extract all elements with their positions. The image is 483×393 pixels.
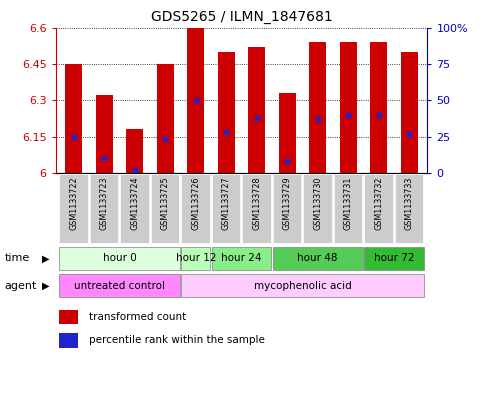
Bar	[218, 52, 235, 173]
Text: GSM1133725: GSM1133725	[161, 176, 170, 230]
FancyBboxPatch shape	[181, 274, 424, 298]
FancyBboxPatch shape	[120, 174, 149, 243]
Text: GSM1133727: GSM1133727	[222, 176, 231, 230]
Text: ▶: ▶	[42, 281, 50, 291]
FancyBboxPatch shape	[59, 274, 180, 298]
Bar	[157, 64, 174, 173]
FancyBboxPatch shape	[272, 247, 363, 270]
FancyBboxPatch shape	[212, 247, 271, 270]
Text: hour 48: hour 48	[298, 253, 338, 263]
FancyBboxPatch shape	[272, 174, 301, 243]
Text: transformed count: transformed count	[89, 312, 186, 322]
FancyBboxPatch shape	[364, 247, 424, 270]
Text: GSM1133729: GSM1133729	[283, 176, 292, 230]
Text: ▶: ▶	[42, 253, 50, 263]
Bar	[96, 95, 113, 173]
Bar	[66, 64, 82, 173]
FancyBboxPatch shape	[151, 174, 179, 243]
Bar	[309, 42, 326, 173]
FancyBboxPatch shape	[59, 247, 180, 270]
Text: GSM1133733: GSM1133733	[405, 176, 413, 230]
Bar	[187, 28, 204, 173]
FancyBboxPatch shape	[59, 174, 88, 243]
Text: GSM1133724: GSM1133724	[130, 176, 139, 230]
Text: GSM1133731: GSM1133731	[344, 176, 353, 230]
Bar	[279, 93, 296, 173]
FancyBboxPatch shape	[395, 174, 423, 243]
FancyBboxPatch shape	[181, 247, 211, 270]
Text: GSM1133726: GSM1133726	[191, 176, 200, 230]
Bar	[370, 42, 387, 173]
Text: GSM1133732: GSM1133732	[374, 176, 383, 230]
Text: GDS5265 / ILMN_1847681: GDS5265 / ILMN_1847681	[151, 10, 332, 24]
Text: hour 24: hour 24	[221, 253, 262, 263]
FancyBboxPatch shape	[90, 174, 118, 243]
Bar	[401, 52, 417, 173]
FancyBboxPatch shape	[212, 174, 240, 243]
Text: hour 12: hour 12	[175, 253, 216, 263]
Text: GSM1133730: GSM1133730	[313, 176, 322, 230]
Text: hour 0: hour 0	[103, 253, 136, 263]
Text: agent: agent	[5, 281, 37, 291]
FancyBboxPatch shape	[242, 174, 271, 243]
Text: mycophenolic acid: mycophenolic acid	[254, 281, 351, 291]
Text: GSM1133723: GSM1133723	[100, 176, 109, 230]
FancyBboxPatch shape	[334, 174, 362, 243]
Text: time: time	[5, 253, 30, 263]
Text: GSM1133722: GSM1133722	[70, 176, 78, 230]
Bar	[59, 310, 78, 324]
FancyBboxPatch shape	[364, 174, 393, 243]
Bar	[340, 42, 356, 173]
FancyBboxPatch shape	[303, 174, 332, 243]
Bar	[59, 333, 78, 347]
Bar	[127, 129, 143, 173]
Text: hour 72: hour 72	[374, 253, 414, 263]
Bar	[248, 47, 265, 173]
Text: untreated control: untreated control	[74, 281, 165, 291]
Text: percentile rank within the sample: percentile rank within the sample	[89, 335, 265, 345]
FancyBboxPatch shape	[181, 174, 210, 243]
Text: GSM1133728: GSM1133728	[252, 176, 261, 230]
